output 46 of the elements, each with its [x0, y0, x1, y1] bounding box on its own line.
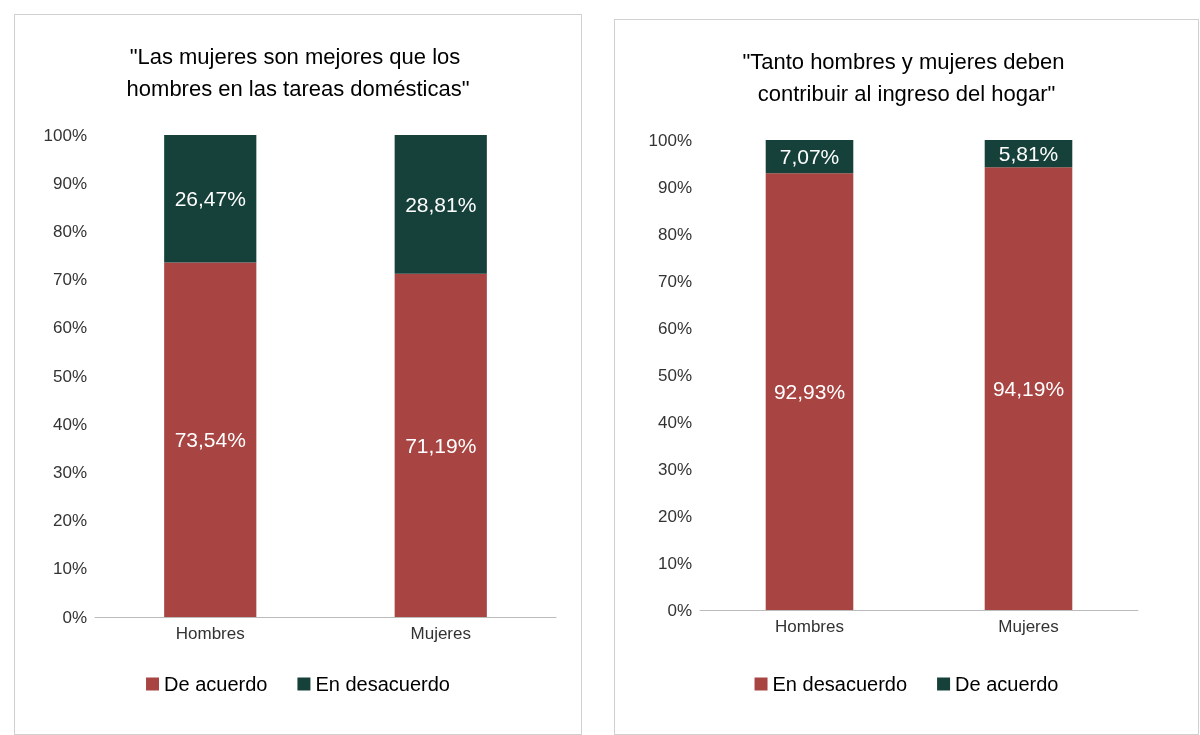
y-tick-label: 40%: [52, 414, 87, 434]
bar: [394, 135, 487, 274]
data-label: 28,81%: [405, 192, 477, 216]
y-tick-label: 100%: [648, 130, 692, 150]
y-tick-label: 60%: [52, 318, 87, 338]
x-tick-label: Hombres: [775, 617, 844, 636]
y-tick-label: 10%: [657, 553, 692, 573]
legend-label: En desacuerdo: [315, 673, 450, 695]
bar: [164, 262, 257, 617]
data-label: 92,93%: [773, 380, 846, 404]
y-tick-label: 80%: [657, 224, 692, 244]
bar: [394, 273, 487, 617]
y-tick-label: 20%: [657, 506, 692, 526]
x-tick-label: Mujeres: [410, 624, 471, 643]
legend-label: De acuerdo: [955, 673, 1059, 695]
data-label: 5,81%: [998, 142, 1059, 166]
y-tick-label: 100%: [43, 125, 87, 145]
y-tick-label: 80%: [52, 221, 87, 241]
data-label: 94,19%: [992, 377, 1065, 401]
y-tick-label: 40%: [657, 412, 692, 432]
y-tick-label: 0%: [62, 607, 87, 627]
legend-label: De acuerdo: [164, 673, 268, 695]
data-label: 71,19%: [405, 433, 477, 457]
y-tick-label: 0%: [667, 600, 692, 620]
bar: [164, 135, 257, 263]
y-tick-label: 50%: [657, 365, 692, 385]
data-label: 73,54%: [174, 428, 246, 452]
x-tick-label: Mujeres: [998, 617, 1059, 636]
bar: [984, 167, 1073, 610]
x-tick-label: Hombres: [175, 624, 245, 643]
y-tick-label: 20%: [52, 511, 87, 531]
y-tick-label: 60%: [657, 318, 692, 338]
y-tick-label: 90%: [52, 173, 87, 193]
y-tick-label: 50%: [52, 366, 87, 386]
data-label: 7,07%: [779, 145, 840, 169]
bar: [765, 173, 854, 610]
y-tick-label: 90%: [657, 177, 692, 197]
legend-label: En desacuerdo: [772, 673, 908, 695]
y-tick-label: 70%: [52, 270, 87, 290]
y-tick-label: 30%: [52, 462, 87, 482]
y-tick-label: 70%: [657, 271, 692, 291]
y-tick-label: 30%: [657, 459, 692, 479]
chart-title: "Las mujeres son mejores que los hombres en las tareas domésticas": [126, 43, 470, 101]
data-label: 26,47%: [174, 187, 246, 211]
y-tick-label: 10%: [52, 559, 87, 579]
chart-title: "Tanto hombres y mujeres deben contribuir al ingreso del hogar": [742, 48, 1071, 106]
